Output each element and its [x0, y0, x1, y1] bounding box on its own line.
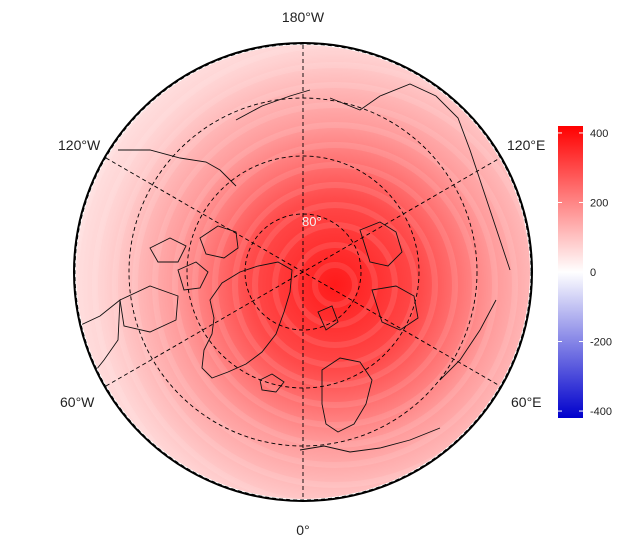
map-boundary [73, 42, 533, 502]
colorbar-tick-label: -200 [590, 337, 612, 349]
colorbar-gradient [558, 126, 583, 418]
contour-ring [152, 102, 518, 468]
colorbar: 400 200 0 -200 -400 [558, 126, 612, 418]
russia-interior-border [439, 299, 497, 381]
meridian-60w-120e [105, 157, 501, 387]
contour-ring [212, 162, 458, 408]
lat-circle-80 [244, 213, 362, 331]
contour-ring [272, 222, 398, 348]
contour-ring [232, 182, 438, 388]
siberia-coast [329, 83, 511, 271]
colorbar-tick-label: -400 [590, 406, 612, 418]
colorbar-tick-label: 400 [590, 128, 608, 140]
contour-ring [132, 82, 530, 488]
baffin-coast [177, 261, 209, 291]
contour-ring [112, 62, 530, 499]
contour-ring [92, 45, 530, 499]
contour-ring [252, 202, 418, 368]
iceland-coast [259, 373, 285, 393]
svalbard-coast [317, 305, 339, 331]
lon-label-60w: 60°W [60, 394, 95, 410]
hudson-bay-coast [119, 285, 179, 333]
colorbar-ticks: 400 200 0 -200 -400 [558, 128, 612, 418]
contour-ring [172, 122, 498, 448]
lon-label-60e: 60°E [511, 394, 542, 410]
latitude-label-80: 80° [302, 214, 322, 229]
europe-coast [299, 427, 441, 453]
contour-ring [292, 242, 378, 328]
novaya-zemlya-coast [371, 285, 419, 331]
scandinavia-coast [321, 357, 373, 433]
chukotka-coast [235, 89, 311, 121]
colorbar-tick-label: 0 [590, 267, 596, 279]
colorbar-tick-label: 200 [590, 197, 608, 209]
lon-label-120e: 120°E [507, 137, 545, 153]
lon-label-0: 0° [296, 522, 309, 538]
contour-ring [312, 262, 358, 308]
contour-ring [192, 142, 478, 428]
alaska-coast [118, 149, 237, 187]
severnaya-zemlya-coast [359, 221, 403, 267]
lon-label-180w: 180°W [282, 9, 325, 25]
lon-label-120w: 120°W [58, 137, 101, 153]
greenland-coast [201, 261, 293, 379]
ellesmere-coast [199, 225, 239, 259]
arctic-island-coast [149, 237, 187, 263]
field-contour-rings [76, 45, 530, 499]
